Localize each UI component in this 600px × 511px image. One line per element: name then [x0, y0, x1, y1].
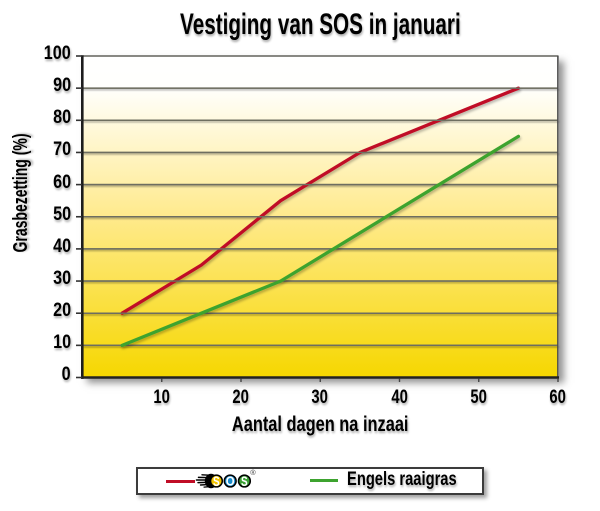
svg-text:O: O: [226, 474, 235, 489]
svg-text:®: ®: [250, 468, 256, 477]
svg-text:S: S: [213, 473, 220, 489]
svg-text:S: S: [241, 473, 248, 489]
